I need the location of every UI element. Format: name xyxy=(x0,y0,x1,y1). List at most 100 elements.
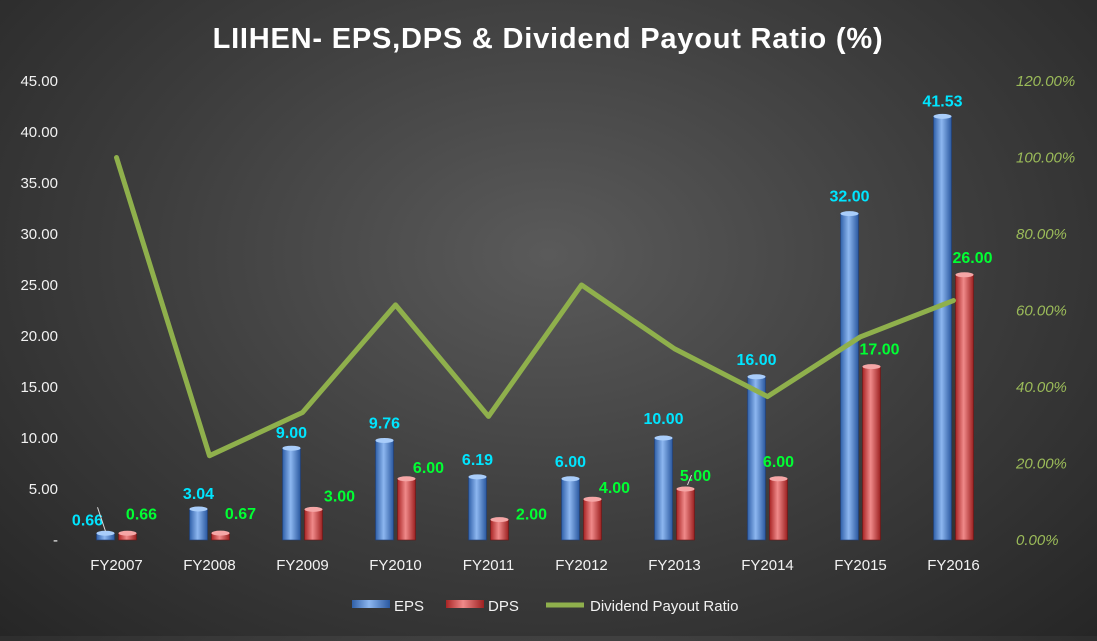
dps-data-label: 6.00 xyxy=(763,454,794,471)
x-axis-tick-label: FY2007 xyxy=(90,557,143,574)
left-axis-tick-label: 10.00 xyxy=(20,430,58,447)
dps-data-label: 0.66 xyxy=(126,506,157,523)
eps-bar-fy2016 xyxy=(933,116,952,541)
eps-data-label: 3.04 xyxy=(183,486,214,503)
eps-bar-cap xyxy=(840,211,859,217)
left-axis-tick-label: 40.00 xyxy=(20,124,58,141)
left-axis: - 5.00 10.00 15.00 20.00 25.00 30.00 35.00 40.00… xyxy=(20,73,58,549)
dps-data-label: 5.00 xyxy=(680,468,711,485)
dps-data-label: 4.00 xyxy=(599,480,630,497)
x-axis-tick-label: FY2013 xyxy=(648,557,701,574)
legend: EPS DPS Dividend Payout Ratio xyxy=(352,598,738,615)
dps-bar-fy2013 xyxy=(676,488,695,541)
eps-bar-cap xyxy=(375,437,394,443)
eps-legend-swatch xyxy=(352,600,390,608)
dps-data-label: 26.00 xyxy=(952,250,992,267)
eps-data-label: 6.19 xyxy=(462,452,493,469)
right-axis-tick-label: 120.00% xyxy=(1016,73,1075,90)
dps-bar-cap xyxy=(211,530,230,536)
dps-bar-cap xyxy=(583,496,602,502)
dps-bar-cap xyxy=(490,517,509,523)
eps-bar-cap xyxy=(468,474,487,480)
eps-data-label: 9.00 xyxy=(276,425,307,442)
eps-bar-fy2012 xyxy=(561,478,580,541)
eps-bar-cap xyxy=(282,445,301,451)
right-axis-tick-label: 20.00% xyxy=(1015,456,1067,473)
chart-title: LIIHEN- EPS,DPS & Dividend Payout Ratio … xyxy=(213,23,884,55)
dividend-payout-ratio-line xyxy=(114,155,956,459)
dps-data-label: 3.00 xyxy=(324,488,355,505)
x-axis-tick-label: FY2015 xyxy=(834,557,887,574)
eps-bar-cap xyxy=(933,113,952,119)
right-axis-tick-label: 40.00% xyxy=(1016,379,1067,396)
payout-ratio-legend-label: Dividend Payout Ratio xyxy=(590,598,738,615)
payout-ratio-line-series xyxy=(114,155,956,459)
right-axis-tick-label: 0.00% xyxy=(1016,532,1059,549)
dps-bar-fy2009 xyxy=(304,509,323,541)
dps-data-label: 0.67 xyxy=(225,506,256,523)
data-labels: 0.66 3.04 9.00 9.76 6.19 6.00 10.00 16.00 32.00 4… xyxy=(72,93,993,532)
x-axis-tick-label: FY2016 xyxy=(927,557,980,574)
dps-bar-cap xyxy=(955,272,974,278)
eps-bar-fy2009 xyxy=(282,447,301,541)
dps-bar-fy2012 xyxy=(583,498,602,541)
bar-series xyxy=(96,113,974,541)
right-axis-tick-label: 60.00% xyxy=(1016,303,1067,320)
eps-bar-fy2008 xyxy=(189,508,208,541)
eps-bar-fy2011 xyxy=(468,476,487,541)
left-axis-tick-label: 20.00 xyxy=(20,328,58,345)
dps-bar-cap xyxy=(862,364,881,370)
dps-bar-cap xyxy=(769,476,788,482)
right-axis: 0.00% 20.00% 40.00% 60.00% 80.00% 100.00% 120.… xyxy=(1015,73,1075,549)
eps-bar-cap xyxy=(96,530,115,536)
x-axis: FY2007 FY2008 FY2009 FY2010 FY2011 FY2012 FY20… xyxy=(90,557,980,574)
eps-data-label: 32.00 xyxy=(829,189,869,206)
right-axis-tick-label: 80.00% xyxy=(1016,226,1067,243)
dps-bar-cap xyxy=(676,486,695,492)
eps-data-label: 0.66 xyxy=(72,512,103,529)
x-axis-tick-label: FY2014 xyxy=(741,557,794,574)
x-axis-tick-label: FY2009 xyxy=(276,557,329,574)
eps-bar-fy2015 xyxy=(840,213,859,541)
dps-bar-cap xyxy=(397,476,416,482)
x-axis-tick-label: FY2010 xyxy=(369,557,422,574)
dps-bar-cap xyxy=(304,506,323,512)
left-axis-tick-label: 35.00 xyxy=(20,175,58,192)
eps-data-label: 9.76 xyxy=(369,415,400,432)
eps-data-label: 41.53 xyxy=(922,93,962,110)
dps-legend-label: DPS xyxy=(488,598,519,615)
eps-bar-cap xyxy=(654,435,673,441)
eps-data-label: 6.00 xyxy=(555,454,586,471)
left-axis-tick-label: 5.00 xyxy=(29,481,58,498)
data-label-leader-line xyxy=(687,474,692,486)
eps-bar-fy2013 xyxy=(654,437,673,541)
eps-bar-cap xyxy=(747,374,766,380)
left-axis-tick-label: - xyxy=(53,532,58,549)
dps-bar-fy2011 xyxy=(490,519,509,541)
dps-data-label: 17.00 xyxy=(859,342,899,359)
dps-data-label: 6.00 xyxy=(413,460,444,477)
dps-bar-fy2014 xyxy=(769,478,788,541)
dps-legend-swatch xyxy=(446,600,484,608)
eps-bar-cap xyxy=(189,506,208,512)
x-axis-tick-label: FY2012 xyxy=(555,557,608,574)
dps-bar-cap xyxy=(118,530,137,536)
left-axis-tick-label: 15.00 xyxy=(20,379,58,396)
dps-bar-fy2015 xyxy=(862,366,881,541)
data-label-leader-line xyxy=(97,507,106,532)
eps-legend-label: EPS xyxy=(394,598,424,615)
dps-bar-fy2016 xyxy=(955,274,974,541)
x-axis-tick-label: FY2011 xyxy=(463,557,514,574)
dps-data-label: 2.00 xyxy=(516,507,547,524)
x-axis-tick-label: FY2008 xyxy=(183,557,236,574)
left-axis-tick-label: 45.00 xyxy=(20,73,58,90)
eps-bar-cap xyxy=(561,476,580,482)
eps-bar-fy2010 xyxy=(375,440,394,541)
eps-data-label: 16.00 xyxy=(736,352,776,369)
dps-bar-fy2010 xyxy=(397,478,416,541)
right-axis-tick-label: 100.00% xyxy=(1016,150,1075,167)
eps-data-label: 10.00 xyxy=(643,411,683,428)
left-axis-tick-label: 30.00 xyxy=(20,226,58,243)
